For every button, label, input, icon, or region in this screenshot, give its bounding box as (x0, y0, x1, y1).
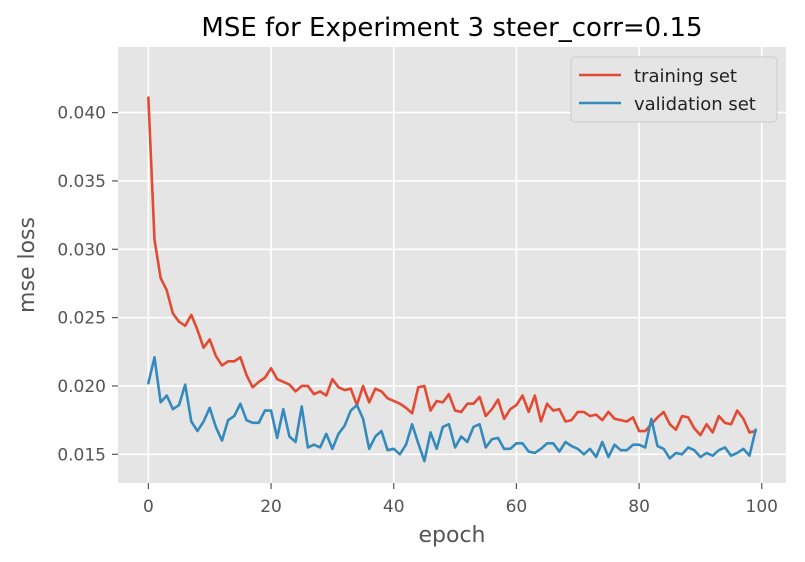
legend-label-validation: validation set (634, 94, 756, 115)
series-lines (147, 96, 757, 463)
training-set-line (147, 96, 757, 437)
x-axis-label: epoch (419, 523, 486, 548)
x-tick-label: 40 (383, 497, 405, 517)
y-tick-label: 0.020 (57, 377, 106, 397)
legend: training set validation set (570, 56, 778, 123)
x-tick-label: 0 (143, 497, 154, 517)
x-tick-label: 60 (506, 497, 528, 517)
y-tick-label: 0.015 (57, 445, 106, 465)
x-tick-label: 100 (746, 497, 778, 517)
y-tick-label: 0.040 (57, 104, 106, 124)
chart-title: MSE for Experiment 3 steer_corr=0.15 (201, 13, 702, 43)
x-tick-label: 80 (628, 497, 650, 517)
legend-label-training: training set (634, 66, 737, 87)
legend-box (570, 56, 778, 123)
y-axis-label: mse loss (15, 217, 40, 313)
axis-ticks: 0 20 40 60 80 100 0.015 0.020 0.025 0.030 0.035 0.0… (57, 104, 778, 517)
y-tick-label: 0.030 (57, 240, 106, 260)
validation-set-line (147, 355, 757, 463)
y-tick-label: 0.025 (57, 309, 106, 329)
y-tick-label: 0.035 (57, 172, 106, 192)
x-tick-label: 20 (260, 497, 282, 517)
